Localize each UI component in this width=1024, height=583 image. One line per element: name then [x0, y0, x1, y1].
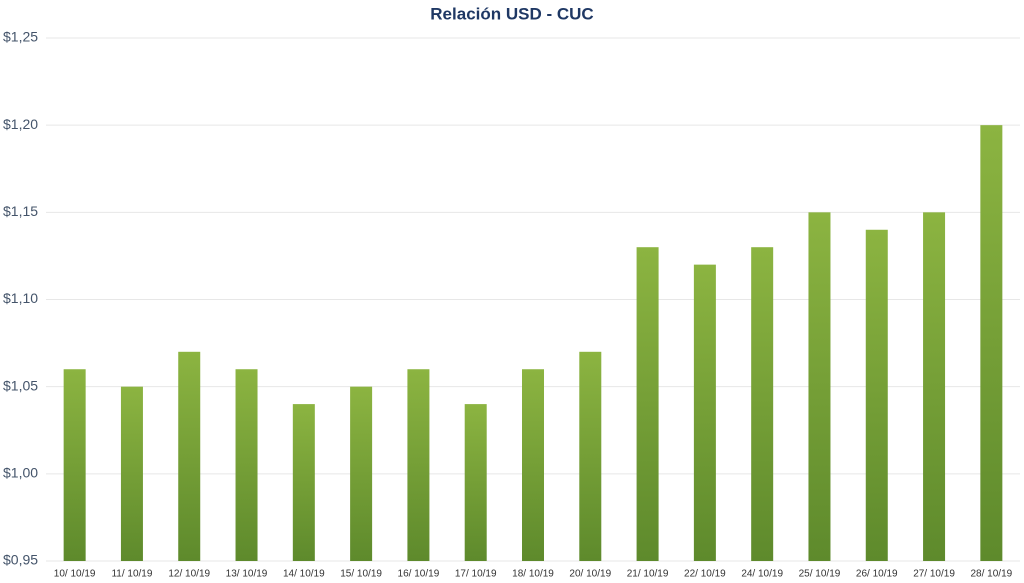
x-tick-label: 12/ 10/19	[168, 569, 210, 580]
bar	[693, 264, 716, 561]
x-tick-label: 20/ 10/19	[569, 569, 611, 580]
bar	[407, 369, 430, 561]
x-tick-label: 16/ 10/19	[398, 569, 440, 580]
y-tick-label: $1,15	[3, 203, 38, 219]
x-tick-label: 15/ 10/19	[340, 569, 382, 580]
x-tick-label: 26/ 10/19	[856, 569, 898, 580]
bar	[120, 386, 143, 561]
bar	[522, 369, 544, 561]
x-tick-label: 10/ 10/19	[54, 569, 96, 580]
y-tick-label: $1,05	[3, 377, 38, 393]
x-tick-label: 28/ 10/19	[970, 569, 1012, 580]
y-tick-label: $0,95	[3, 552, 38, 568]
x-tick-label: 24/ 10/19	[741, 569, 783, 580]
y-tick-label: $1,00	[3, 465, 38, 481]
x-tick-label: 11/ 10/19	[111, 569, 152, 580]
bar	[579, 351, 602, 561]
bar	[980, 125, 1003, 562]
x-tick-label: 18/ 10/19	[512, 569, 554, 580]
x-tick-label: 27/ 10/19	[913, 569, 955, 580]
bar	[63, 369, 86, 561]
bar	[292, 404, 315, 561]
x-tick-label: 21/ 10/19	[627, 569, 669, 580]
bar	[923, 212, 946, 562]
y-tick-label: $1,25	[3, 29, 38, 45]
bar	[636, 247, 659, 561]
bar	[235, 369, 258, 561]
bar	[464, 404, 487, 561]
bar	[178, 351, 201, 561]
x-tick-label: 17/ 10/19	[455, 569, 497, 580]
x-tick-label: 25/ 10/19	[799, 569, 841, 580]
bar	[865, 229, 888, 561]
x-tick-label: 14/ 10/19	[283, 569, 325, 580]
x-tick-label: 13/ 10/19	[226, 569, 268, 580]
y-tick-label: $1,10	[3, 290, 38, 306]
x-tick-label: 22/ 10/19	[684, 569, 726, 580]
bar	[350, 386, 373, 561]
bar	[808, 212, 831, 562]
y-tick-label: $1,20	[3, 116, 38, 132]
chart-title: Relación USD - CUC	[430, 4, 593, 23]
bar	[751, 247, 774, 561]
